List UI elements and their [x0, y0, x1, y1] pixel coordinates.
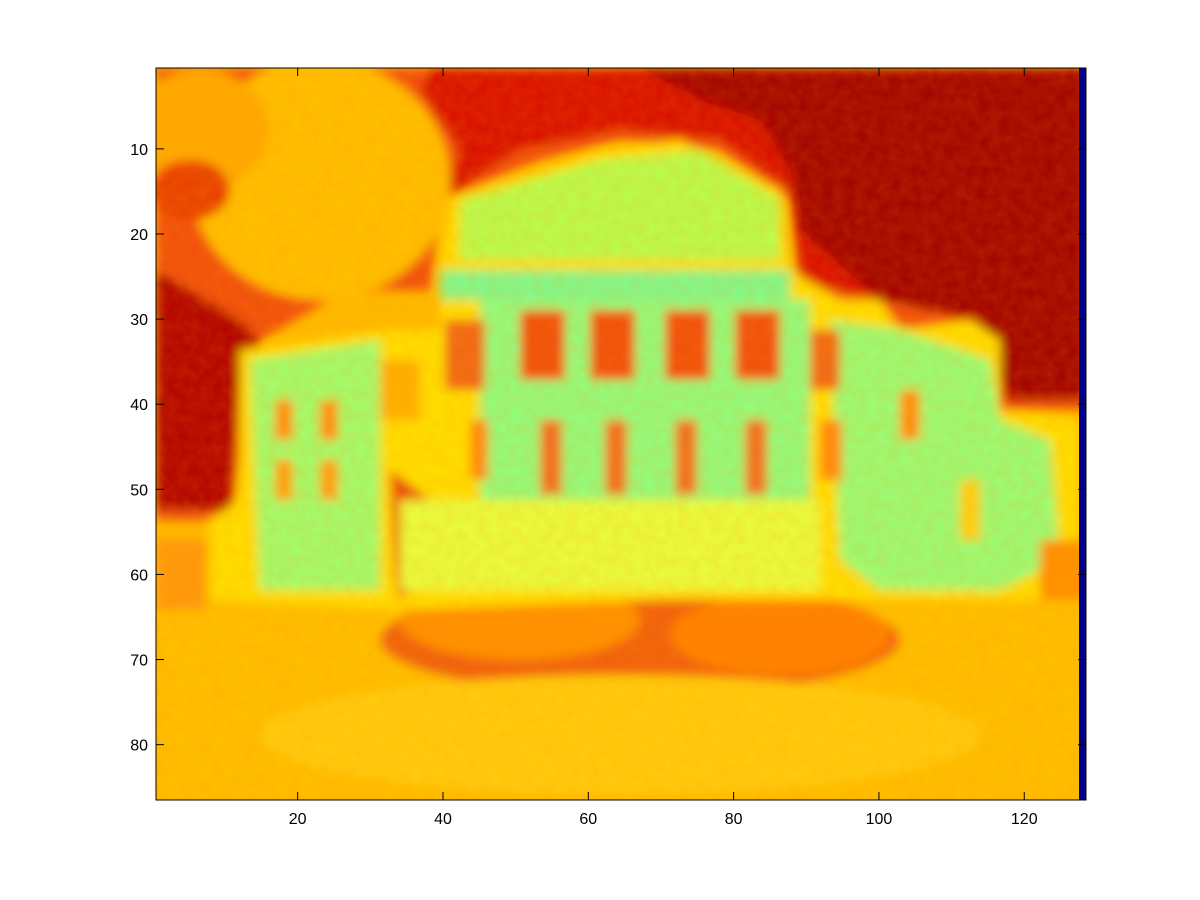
y-tick-label: 60	[130, 567, 148, 584]
y-tick-label: 10	[130, 142, 148, 159]
plot-frame	[155, 67, 1087, 801]
y-tick-label: 70	[130, 653, 148, 670]
x-tick-label: 20	[289, 811, 307, 828]
y-tick-label: 50	[130, 482, 148, 499]
y-tick-label: 80	[130, 738, 148, 755]
x-axis-ticks: 20 40 60 80 100 120	[289, 68, 1038, 828]
y-axis-ticks: 10 20 30 40 50 60 70 80	[130, 142, 1086, 755]
y-tick-label: 30	[130, 312, 148, 329]
x-tick-label: 80	[725, 811, 743, 828]
heatmap-image	[156, 68, 1086, 800]
x-tick-label: 100	[866, 811, 893, 828]
y-tick-label: 40	[130, 397, 148, 414]
x-tick-label: 120	[1011, 811, 1038, 828]
x-tick-label: 40	[434, 811, 452, 828]
y-tick-label: 20	[130, 227, 148, 244]
x-tick-label: 60	[579, 811, 597, 828]
